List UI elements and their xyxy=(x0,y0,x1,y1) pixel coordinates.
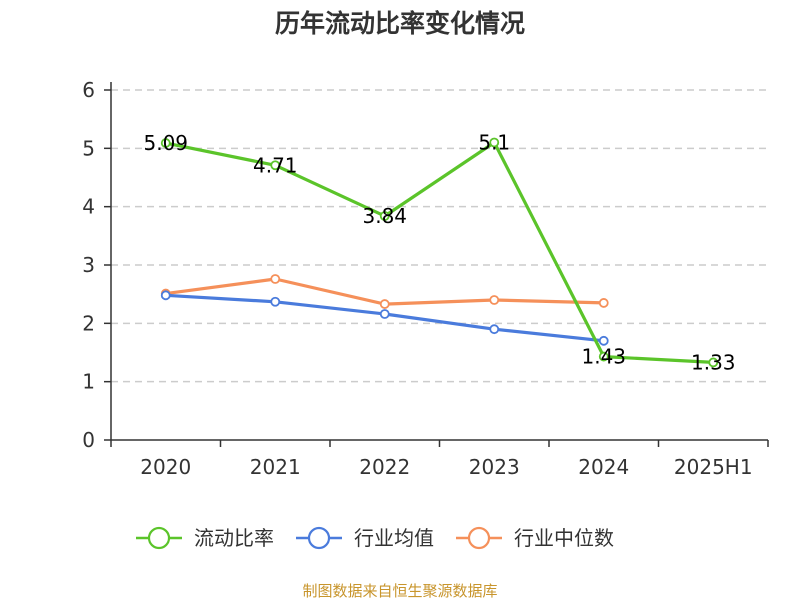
data-point xyxy=(160,290,171,301)
data-labels: 5.09 4.71 3.84 5.1 1.43 1.33 xyxy=(143,131,735,375)
x-tick-label: 2020 xyxy=(140,455,191,479)
data-point xyxy=(598,351,609,362)
x-tick-label: 2025H1 xyxy=(674,455,753,479)
y-tick-label: 0 xyxy=(82,428,95,452)
series-line-1 xyxy=(164,140,715,364)
y-tick-label: 6 xyxy=(82,78,95,102)
data-label: 4.71 xyxy=(253,153,298,177)
x-tick-label: 2021 xyxy=(250,455,301,479)
data-point xyxy=(270,274,281,284)
data-label: 5.1 xyxy=(478,131,510,155)
data-label: 3.84 xyxy=(362,204,407,228)
x-tick-label: 2024 xyxy=(578,455,629,479)
data-point xyxy=(708,357,719,368)
legend[interactable]: 流动比率 行业均值 行业中位数 xyxy=(136,526,614,550)
axes: 0 1 2 3 4 5 6 2020 2021 2022 2023 2024 2025H1 xyxy=(82,78,769,479)
chart-title: 历年流动比率变化情况 xyxy=(275,9,525,38)
legend-swatch-marker xyxy=(467,526,491,550)
legend-label: 行业均值 xyxy=(354,526,434,550)
legend-label: 流动比率 xyxy=(194,526,274,550)
data-point xyxy=(379,299,390,309)
source-note: 制图数据来自恒生聚源数据库 xyxy=(302,582,497,600)
data-point xyxy=(160,138,171,148)
data-label: 5.09 xyxy=(143,131,188,155)
y-tick-label: 4 xyxy=(82,195,95,219)
y-tick-label: 2 xyxy=(82,311,95,335)
data-point xyxy=(379,309,390,319)
data-point xyxy=(598,335,609,346)
legend-swatch-marker xyxy=(147,526,171,550)
data-label: 1.43 xyxy=(581,345,626,369)
legend-label: 行业中位数 xyxy=(514,526,614,550)
data-point xyxy=(598,298,609,308)
data-point xyxy=(270,296,281,307)
x-tick-label: 2023 xyxy=(469,455,520,479)
data-point xyxy=(489,324,500,335)
data-point xyxy=(489,295,500,305)
series-lines xyxy=(160,137,719,368)
y-tick-label: 5 xyxy=(82,136,95,160)
legend-swatch-marker xyxy=(307,526,331,550)
data-label: 1.33 xyxy=(691,350,736,374)
grid-lines xyxy=(111,89,768,383)
y-tick-label: 3 xyxy=(82,253,95,277)
legend-item-2[interactable]: 行业均值 xyxy=(296,526,434,550)
legend-item-3[interactable]: 行业中位数 xyxy=(456,526,614,550)
data-point xyxy=(489,137,500,148)
legend-item-1[interactable]: 流动比率 xyxy=(136,526,274,550)
data-point xyxy=(379,211,390,221)
data-point xyxy=(270,160,281,171)
y-tick-label: 1 xyxy=(82,370,95,394)
x-tick-label: 2022 xyxy=(359,455,410,479)
